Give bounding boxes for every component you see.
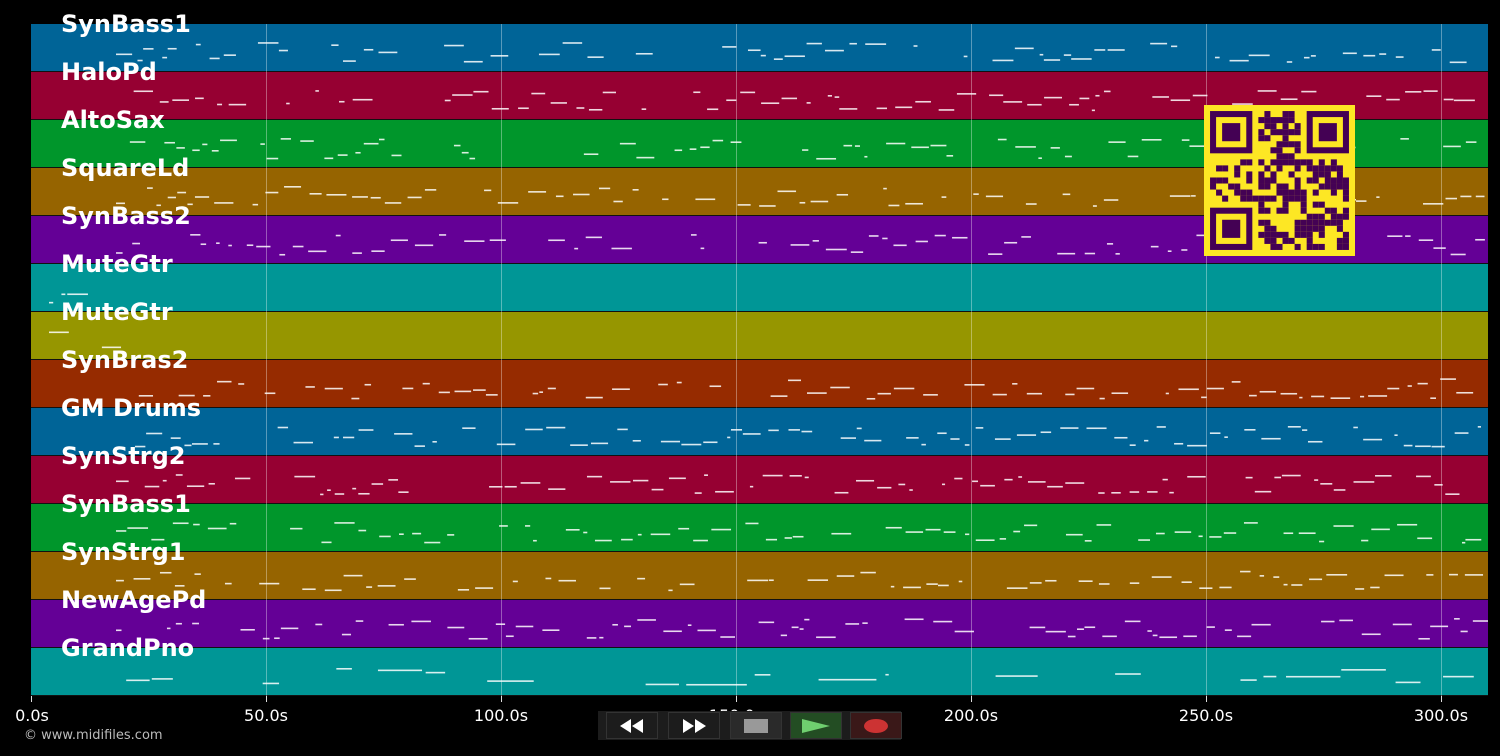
track-name: GM Drums: [61, 394, 202, 422]
note-pattern: [134, 426, 1481, 448]
fast-forward-icon: [683, 718, 706, 733]
note-pattern: [116, 570, 1484, 592]
note-pattern: [126, 667, 1474, 686]
track-name: MuteGtr: [61, 298, 173, 326]
track-lane: SynBass1: [31, 490, 1488, 552]
play-icon: [802, 718, 830, 733]
track-name: SynBass1: [61, 10, 191, 38]
track-lane: SynStrg2: [31, 442, 1488, 504]
note-pattern: [133, 90, 1475, 112]
track-name: SquareLd: [61, 154, 190, 182]
grid-line: [1441, 24, 1442, 696]
track-name: AltoSax: [61, 106, 165, 134]
track-name: SynBass1: [61, 490, 191, 518]
axis-tick: [736, 696, 737, 702]
track-name: SynBass2: [61, 202, 191, 230]
track-lane: SynBras2: [31, 346, 1488, 408]
rewind-icon: [620, 718, 643, 733]
axis-tick-label: 250.0s: [1178, 706, 1234, 725]
track-name: MuteGtr: [61, 250, 173, 278]
axis-tick-label: 300.0s: [1413, 706, 1469, 725]
note-pattern: [116, 522, 1482, 544]
track-name: SynBras2: [61, 346, 189, 374]
note-pattern: [138, 378, 1474, 400]
transport-controls: [598, 711, 902, 740]
axis-tick-label: 200.0s: [943, 706, 999, 725]
axis-tick: [1206, 696, 1207, 702]
grid-line: [1206, 24, 1207, 696]
axis-tick: [31, 696, 32, 702]
copyright-text: © www.midifiles.com: [24, 728, 163, 743]
track-lane: SynStrg1: [31, 538, 1488, 600]
fast-forward-button[interactable]: [668, 712, 720, 739]
note-pattern: [49, 293, 88, 304]
axis-tick: [501, 696, 502, 702]
track-lane: GM Drums: [31, 394, 1488, 456]
track-name: SynStrg1: [61, 538, 186, 566]
track-name: HaloPd: [61, 58, 157, 86]
track-name: GrandPno: [61, 634, 195, 662]
track-lane: NewAgePd: [31, 586, 1488, 648]
track-lane: MuteGtr: [31, 250, 1488, 312]
track-lane: SynBass1: [31, 10, 1488, 72]
record-button[interactable]: [850, 712, 902, 739]
track-name: SynStrg2: [61, 442, 186, 470]
axis-tick: [1441, 696, 1442, 702]
grid-line: [266, 24, 267, 696]
note-pattern: [116, 474, 1460, 496]
grid-line: [736, 24, 737, 696]
rewind-button[interactable]: [606, 712, 658, 739]
stop-button[interactable]: [730, 712, 782, 739]
note-pattern: [49, 331, 122, 349]
track-name: NewAgePd: [61, 586, 207, 614]
play-button[interactable]: [790, 712, 842, 739]
axis-tick: [266, 696, 267, 702]
note-pattern: [116, 618, 1488, 640]
qr-code: [1204, 105, 1355, 256]
axis-tick-label: 50.0s: [244, 706, 288, 725]
axis-tick-label: 0.0s: [15, 706, 49, 725]
track-lane: GrandPno: [31, 634, 1488, 696]
grid-line: [501, 24, 502, 696]
note-pattern: [116, 42, 1467, 64]
piano-roll: SynBass1 HaloPd AltoSax SquareLd SynBass2 Mut…: [31, 10, 1488, 696]
axis-tick: [971, 696, 972, 702]
axis-tick-label: 100.0s: [473, 706, 529, 725]
grid-line: [971, 24, 972, 696]
stop-icon: [744, 718, 768, 733]
track-lane: MuteGtr: [31, 298, 1488, 360]
record-icon: [864, 718, 888, 733]
